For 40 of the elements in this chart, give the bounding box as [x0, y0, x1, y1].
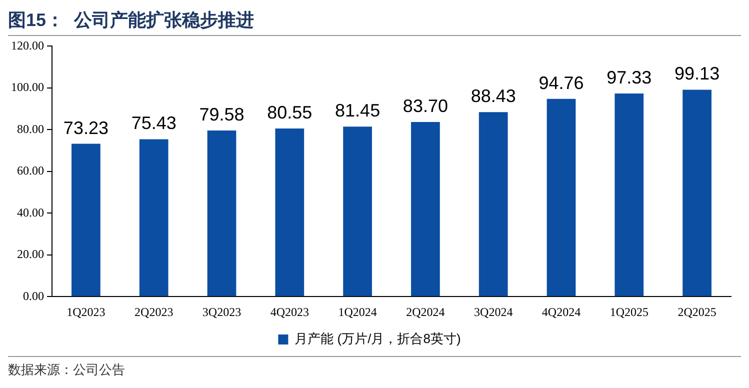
- legend-label: 月产能 (万片/月，折合8英寸): [294, 331, 461, 346]
- bar: [343, 126, 372, 296]
- y-tick-label: 120.00: [11, 38, 44, 52]
- text: 94.76: [538, 72, 584, 93]
- x-tick-label: 2Q2025: [678, 304, 716, 319]
- y-tick-label: 60.00: [17, 164, 44, 178]
- y-tick-label: 40.00: [17, 205, 44, 220]
- y-tick-label: 100.00: [11, 80, 44, 94]
- bar: [207, 130, 236, 296]
- x-tick-label: 1Q2025: [610, 304, 648, 319]
- chart-title: 图15： 公司产能扩张稳步推进: [8, 8, 741, 36]
- bar: [546, 98, 576, 296]
- x-tick-label: 4Q2023: [270, 304, 309, 319]
- bar: [478, 112, 508, 296]
- text: 80.55: [267, 102, 312, 122]
- text: 79.58: [199, 104, 244, 125]
- text: 81.45: [335, 100, 380, 121]
- text: 83.70: [402, 96, 448, 116]
- x-tick-label: 4Q2024: [542, 304, 581, 319]
- y-tick-label: 80.00: [17, 122, 44, 136]
- bar: [275, 128, 304, 296]
- y-tick-label: 0.00: [23, 288, 44, 303]
- bar: [614, 94, 644, 296]
- text: 99.13: [674, 64, 720, 84]
- text: 97.33: [606, 67, 652, 88]
- x-tick-label: 1Q2023: [66, 304, 106, 319]
- text: 73.23: [63, 118, 108, 138]
- bar: [72, 144, 100, 296]
- bar: [411, 122, 440, 296]
- bar: [682, 90, 712, 296]
- x-tick-label: 3Q2024: [474, 304, 513, 319]
- x-tick-label: 2Q2024: [406, 304, 445, 319]
- text: 75.43: [131, 113, 176, 134]
- y-tick-label: 20.00: [17, 247, 44, 262]
- x-tick-label: 2Q2023: [134, 304, 174, 319]
- bar: [139, 139, 168, 296]
- x-tick-label: 3Q2023: [202, 304, 242, 319]
- text: 88.43: [470, 86, 516, 106]
- source-note: 数据来源：公司公告: [8, 362, 125, 377]
- x-tick-label: 1Q2024: [338, 304, 377, 319]
